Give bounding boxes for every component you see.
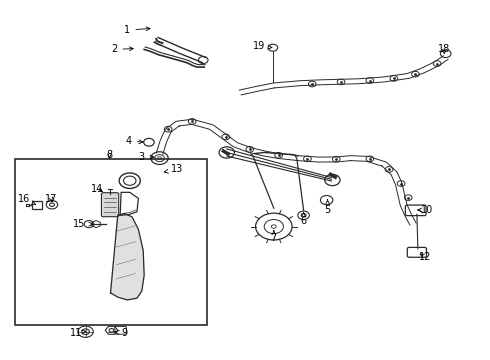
Text: 18: 18 xyxy=(438,45,450,54)
Text: 15: 15 xyxy=(73,219,93,229)
Text: 2: 2 xyxy=(111,45,133,54)
Text: 17: 17 xyxy=(45,194,57,204)
Text: 6: 6 xyxy=(300,212,307,226)
Text: 19: 19 xyxy=(253,41,272,51)
Text: 11: 11 xyxy=(70,328,86,338)
Bar xyxy=(15,159,207,325)
Text: 12: 12 xyxy=(419,252,432,262)
Text: 4: 4 xyxy=(126,136,143,146)
Text: 10: 10 xyxy=(418,205,434,215)
Text: 9: 9 xyxy=(115,328,127,338)
Text: 1: 1 xyxy=(124,25,150,35)
Text: 14: 14 xyxy=(91,184,103,194)
Text: 5: 5 xyxy=(324,199,331,215)
Polygon shape xyxy=(111,213,144,300)
Text: 16: 16 xyxy=(18,194,36,204)
FancyBboxPatch shape xyxy=(101,193,119,217)
Text: 3: 3 xyxy=(139,152,154,162)
Text: 7: 7 xyxy=(270,230,277,243)
Text: 13: 13 xyxy=(164,165,183,174)
Text: 8: 8 xyxy=(106,150,113,160)
